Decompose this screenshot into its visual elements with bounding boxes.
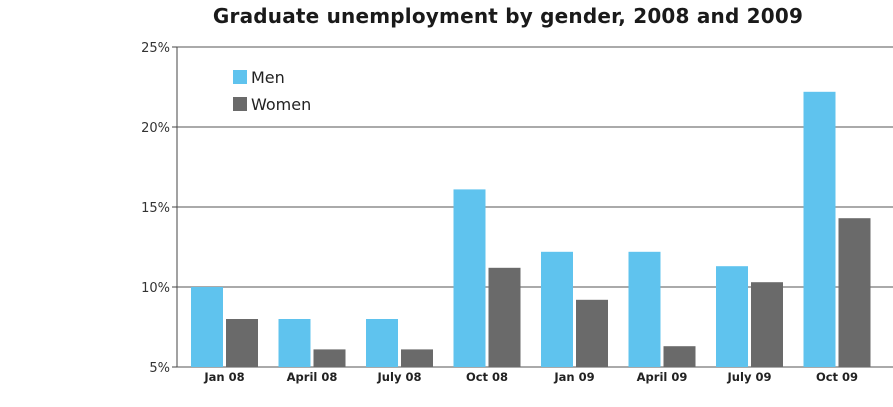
x-tick-label: April 09 xyxy=(637,370,688,384)
women-bar xyxy=(838,218,871,367)
men-bar xyxy=(278,319,311,367)
y-tick-label: 10% xyxy=(141,281,170,296)
legend: Men Women xyxy=(233,68,311,114)
men-bar xyxy=(803,91,836,368)
y-tick-label: 20% xyxy=(141,121,170,136)
women-bar xyxy=(576,299,608,367)
legend-label: Women xyxy=(251,95,311,114)
men-bar xyxy=(453,189,486,367)
bars xyxy=(191,91,871,368)
x-tick-label: Jan 09 xyxy=(553,370,594,384)
x-tick-label: April 08 xyxy=(287,370,338,384)
men-bar xyxy=(366,319,398,367)
men-bar xyxy=(628,251,661,367)
men-bar xyxy=(541,251,573,367)
men-bar xyxy=(716,266,748,367)
y-tick-label: 25% xyxy=(141,41,170,56)
women-bar xyxy=(488,267,521,367)
y-tick-label: 5% xyxy=(149,361,170,376)
women-bar xyxy=(751,282,783,367)
women-bar xyxy=(226,319,258,367)
men-bar xyxy=(191,287,223,367)
x-tick-label: Jan 08 xyxy=(203,370,244,384)
legend-swatch xyxy=(233,97,247,111)
women-bar xyxy=(663,346,696,367)
women-bar xyxy=(313,349,346,367)
y-axis-ticks: 5% 10% 15% 20% 25% xyxy=(141,41,170,376)
x-axis-ticks: Jan 08 April 08 July 08 Oct 08 Jan 09 April 0… xyxy=(203,370,858,384)
y-tick-label: 15% xyxy=(141,201,170,216)
x-tick-label: July 09 xyxy=(727,370,772,384)
legend-label: Men xyxy=(251,68,285,87)
x-tick-label: July 08 xyxy=(377,370,422,384)
women-bar xyxy=(401,349,433,367)
chart-title: Graduate unemployment by gender, 2008 an… xyxy=(212,4,804,28)
legend-swatch xyxy=(233,70,247,84)
x-tick-label: Oct 09 xyxy=(816,370,858,384)
x-tick-label: Oct 08 xyxy=(466,370,508,384)
